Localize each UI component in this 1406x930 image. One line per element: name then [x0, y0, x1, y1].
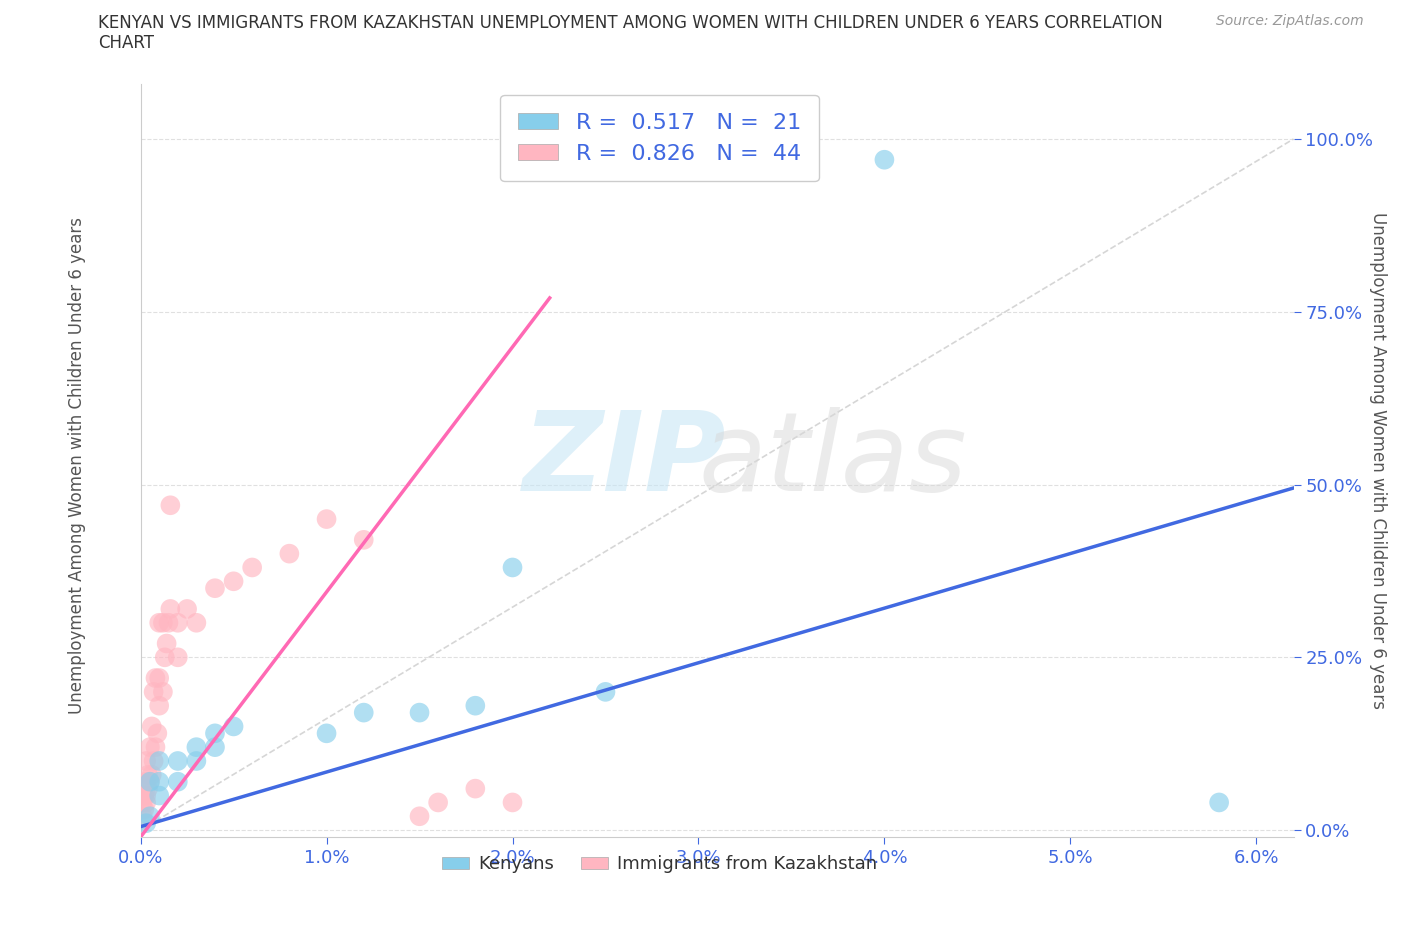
Point [152, 684, 174, 699]
Point [148, 616, 170, 631]
Point [148, 775, 170, 790]
Point [502, 560, 524, 575]
Point [136, 767, 159, 782]
Point [131, 788, 153, 803]
Point [152, 616, 174, 631]
Point [204, 726, 226, 741]
Point [159, 602, 181, 617]
Point [222, 719, 245, 734]
Point [408, 705, 430, 720]
Text: Source: ZipAtlas.com: Source: ZipAtlas.com [1216, 14, 1364, 28]
Point [186, 753, 208, 768]
Point [873, 153, 896, 167]
Point [134, 802, 156, 817]
Point [153, 650, 176, 665]
Point [148, 753, 170, 768]
Point [141, 719, 163, 734]
Point [159, 498, 181, 512]
Point [408, 809, 430, 824]
Point [131, 795, 153, 810]
Point [240, 560, 263, 575]
Point [145, 739, 167, 754]
Point [595, 684, 617, 699]
Point [315, 512, 337, 526]
Point [502, 795, 524, 810]
Point [186, 739, 208, 754]
Point [1208, 795, 1230, 810]
Point [135, 816, 157, 830]
Text: KENYAN VS IMMIGRANTS FROM KAZAKHSTAN UNEMPLOYMENT AMONG WOMEN WITH CHILDREN UNDE: KENYAN VS IMMIGRANTS FROM KAZAKHSTAN UNE… [98, 14, 1163, 32]
Point [166, 650, 188, 665]
Point [139, 775, 162, 790]
Point [353, 705, 375, 720]
Point [166, 616, 188, 631]
Point [139, 739, 162, 754]
Point [145, 671, 167, 685]
Point [134, 788, 156, 803]
Point [204, 580, 226, 595]
Point [222, 574, 245, 589]
Point [135, 788, 157, 803]
Point [139, 775, 162, 790]
Point [278, 546, 301, 561]
Point [166, 753, 188, 768]
Point [141, 767, 163, 782]
Point [204, 739, 226, 754]
Y-axis label: Unemployment Among Women with Children Under 6 years: Unemployment Among Women with Children U… [1369, 212, 1388, 709]
Point [166, 775, 188, 790]
Text: CHART: CHART [98, 34, 155, 52]
Point [148, 698, 170, 713]
Point [186, 616, 208, 631]
Point [148, 788, 170, 803]
Point [142, 753, 165, 768]
Point [156, 636, 179, 651]
Point [353, 532, 375, 547]
Point [136, 781, 159, 796]
Point [464, 781, 486, 796]
Legend: Kenyans, Immigrants from Kazakhstan: Kenyans, Immigrants from Kazakhstan [434, 848, 884, 881]
Text: atlas: atlas [697, 406, 967, 514]
Point [131, 809, 153, 824]
Point [148, 671, 170, 685]
Point [135, 775, 157, 790]
Point [146, 726, 169, 741]
Point [135, 795, 157, 810]
Text: Unemployment Among Women with Children Under 6 years: Unemployment Among Women with Children U… [69, 217, 86, 713]
Point [427, 795, 450, 810]
Point [157, 616, 180, 631]
Point [142, 684, 165, 699]
Point [315, 726, 337, 741]
Point [139, 809, 162, 824]
Text: ZIP: ZIP [523, 406, 727, 514]
Point [135, 753, 157, 768]
Point [176, 602, 198, 617]
Point [464, 698, 486, 713]
